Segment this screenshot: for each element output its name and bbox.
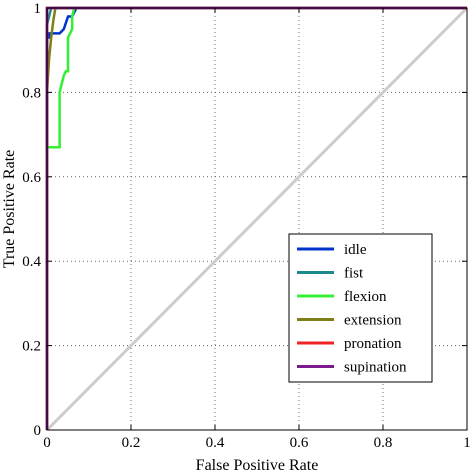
- x-tick-labels: 0 0.2 0.4 0.6 0.8 1: [43, 435, 471, 451]
- plot-frame: [46, 7, 468, 431]
- series-line-flexion: [45, 6, 467, 430]
- legend-box: [288, 233, 433, 383]
- y-tick-label: 0.4: [22, 254, 41, 270]
- y-tick-label: 0: [34, 423, 42, 439]
- y-tick-labels: 0 0.2 0.4 0.6 0.8 1: [22, 1, 41, 439]
- tick-marks: [46, 7, 468, 431]
- legend-label-supination: supination: [344, 360, 407, 376]
- y-axis-label: True Positive Rate: [1, 150, 18, 269]
- y-tick-label: 1: [34, 1, 42, 17]
- legend-label-extension: extension: [344, 313, 402, 329]
- y-tick-label: 0.6: [22, 170, 41, 186]
- legend-label-pronation: pronation: [344, 336, 402, 352]
- x-tick-label: 0.2: [122, 435, 141, 451]
- legend: idle fist flexion extension pronation supinat…: [288, 233, 433, 383]
- y-tick-label: 0.8: [22, 85, 41, 101]
- x-axis-label: False Positive Rate: [196, 457, 319, 474]
- legend-label-fist: fist: [344, 266, 364, 282]
- legend-label-idle: idle: [344, 242, 367, 258]
- x-tick-label: 0.6: [290, 435, 309, 451]
- x-tick-label: 0.8: [374, 435, 393, 451]
- legend-label-flexion: flexion: [344, 289, 387, 305]
- y-tick-label: 0.2: [22, 339, 41, 355]
- x-tick-label: 0: [43, 435, 51, 451]
- x-tick-label: 1: [463, 435, 471, 451]
- x-tick-label: 0.4: [206, 435, 225, 451]
- chance-diagonal-line: [45, 6, 469, 432]
